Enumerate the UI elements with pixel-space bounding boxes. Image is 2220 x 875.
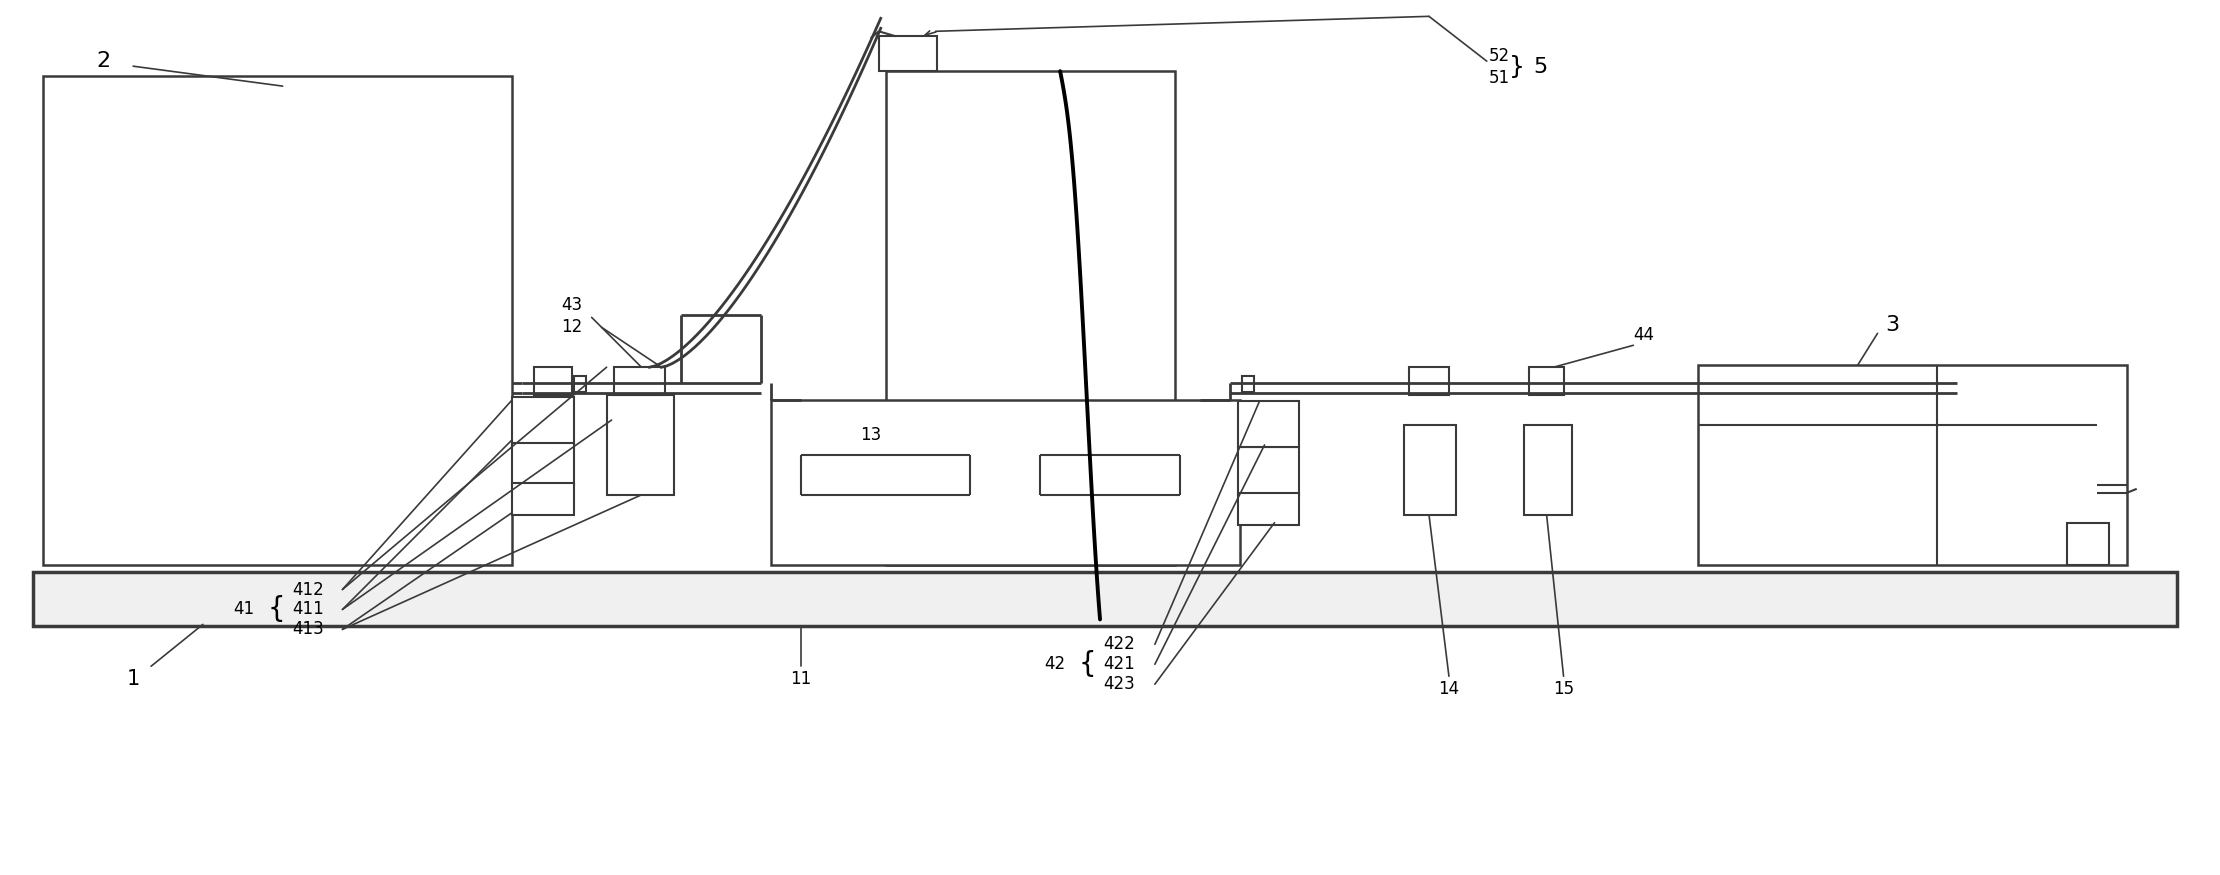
Bar — [1403, 425, 1456, 514]
Text: 1: 1 — [127, 669, 140, 690]
Bar — [770, 400, 1239, 564]
Bar — [33, 571, 2176, 626]
Bar — [1237, 401, 1299, 447]
Text: 413: 413 — [293, 620, 324, 639]
Bar — [1241, 376, 1254, 392]
Text: 44: 44 — [1632, 326, 1654, 345]
Text: {: { — [1079, 650, 1097, 678]
Bar — [1237, 447, 1299, 495]
Text: 2: 2 — [95, 52, 111, 71]
Bar — [606, 396, 675, 495]
Text: 412: 412 — [293, 580, 324, 598]
Text: 11: 11 — [790, 670, 813, 689]
Bar — [44, 76, 513, 564]
Text: 51: 51 — [1490, 69, 1510, 88]
Text: 52: 52 — [1490, 47, 1510, 66]
Text: 423: 423 — [1103, 676, 1134, 693]
Bar — [2067, 522, 2109, 564]
Bar — [1523, 425, 1572, 514]
Text: 13: 13 — [859, 426, 881, 444]
Text: 41: 41 — [233, 600, 255, 619]
Text: 43: 43 — [562, 297, 582, 314]
Text: 422: 422 — [1103, 635, 1134, 654]
Bar — [1237, 493, 1299, 525]
Text: 5: 5 — [1534, 57, 1547, 77]
Text: 42: 42 — [1043, 655, 1066, 673]
Bar — [533, 368, 573, 396]
Text: }: } — [1510, 55, 1525, 79]
Text: 3: 3 — [1885, 315, 1900, 335]
Text: 14: 14 — [1439, 680, 1459, 698]
Bar — [1698, 365, 2127, 564]
Text: 421: 421 — [1103, 655, 1134, 673]
Text: {: { — [269, 596, 286, 624]
Bar — [513, 483, 573, 514]
Text: 15: 15 — [1554, 680, 1574, 698]
Text: 12: 12 — [562, 318, 582, 336]
Bar — [573, 376, 586, 392]
Bar — [879, 36, 937, 71]
Text: 411: 411 — [293, 600, 324, 619]
Bar — [1530, 368, 1563, 396]
Bar — [513, 397, 573, 445]
Bar — [513, 443, 573, 485]
Bar — [1410, 368, 1450, 396]
Bar — [613, 368, 666, 396]
Bar — [886, 71, 1174, 564]
